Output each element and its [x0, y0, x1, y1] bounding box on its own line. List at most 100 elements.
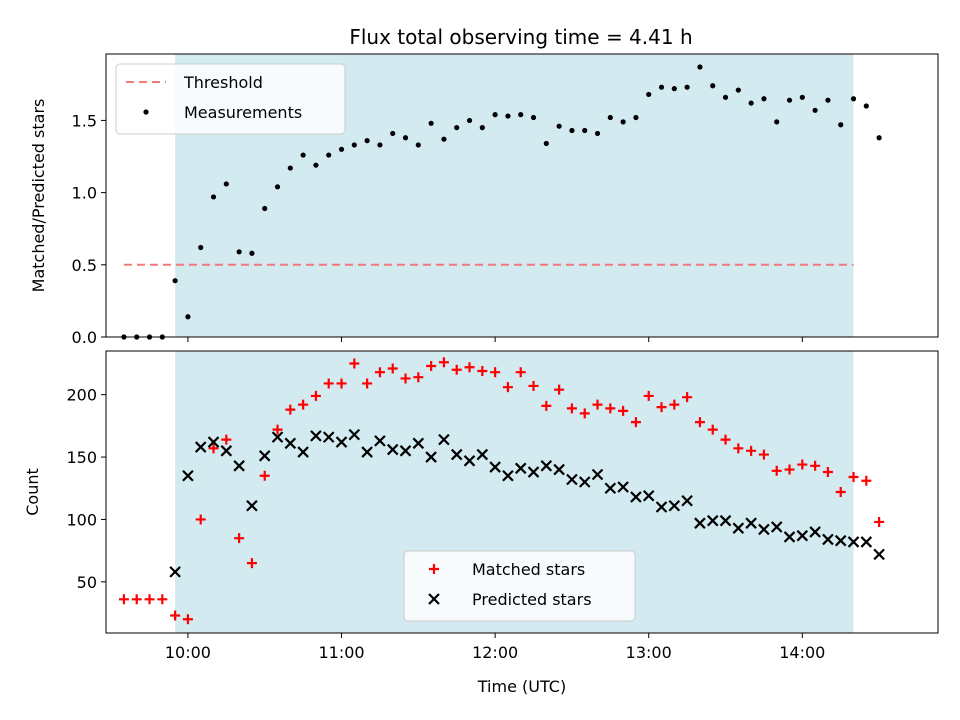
data-point [298, 399, 309, 410]
data-point [578, 476, 591, 488]
data-point [784, 464, 795, 475]
data-point [272, 424, 283, 435]
legend-marker [429, 564, 439, 574]
y-tick-label: 200 [66, 386, 97, 405]
series-matched-stars [118, 357, 885, 625]
data-point [617, 481, 629, 493]
data-point [658, 84, 665, 90]
data-point [655, 501, 668, 513]
data-point [364, 138, 370, 144]
data-point [543, 140, 549, 147]
data-point [697, 64, 703, 70]
data-point [812, 107, 818, 113]
legend-label: Measurements [184, 103, 302, 122]
data-point [748, 100, 754, 106]
data-point [822, 467, 833, 478]
data-point [579, 408, 590, 419]
data-point [758, 523, 770, 536]
data-point [338, 146, 345, 152]
data-point [783, 531, 796, 543]
data-point [682, 392, 693, 403]
y-tick-label: 150 [66, 448, 97, 467]
data-point [284, 437, 297, 450]
bottom-panel-counts: 50 100 150 200 10:00 11:00 12:00 13:00 14:00 Coun… [23, 350, 939, 696]
data-point [719, 514, 732, 527]
data-point [710, 83, 716, 89]
series-predicted-stars [169, 428, 885, 578]
data-point [400, 373, 411, 384]
data-point [746, 445, 757, 456]
data-point [518, 112, 524, 118]
data-point [809, 526, 821, 538]
data-point [847, 536, 860, 548]
data-point [761, 96, 767, 102]
data-point [170, 610, 181, 621]
data-point [489, 461, 501, 473]
data-point [770, 521, 783, 533]
data-point [426, 360, 437, 371]
data-point [234, 533, 245, 544]
data-point [310, 390, 321, 401]
data-point [335, 436, 348, 448]
data-point [861, 475, 872, 486]
data-point [758, 449, 769, 460]
data-point [297, 446, 309, 458]
data-point [479, 125, 485, 131]
data-point [633, 114, 639, 121]
data-point [287, 165, 293, 171]
data-point [720, 434, 731, 445]
data-point [668, 499, 681, 512]
data-point [386, 443, 399, 456]
data-point [643, 390, 654, 401]
data-point [733, 443, 744, 454]
data-point [182, 470, 194, 482]
data-point [322, 431, 335, 443]
x-tick-label: 12:00 [472, 643, 518, 662]
data-point [144, 594, 155, 605]
data-point [860, 536, 873, 548]
axes-frame [105, 350, 939, 634]
data-point [438, 433, 450, 446]
data-point [838, 122, 844, 128]
data-point [362, 378, 373, 389]
data-point [553, 463, 565, 476]
legend-marker [428, 593, 440, 605]
data-point [223, 181, 229, 187]
data-point [233, 460, 245, 472]
data-point [530, 114, 537, 121]
y-axis-label: Matched/Predicted stars [29, 99, 48, 293]
data-point [850, 96, 857, 102]
data-point [694, 517, 706, 529]
data-point [387, 363, 398, 374]
data-point [514, 462, 527, 475]
x-tick-label: 11:00 [318, 643, 364, 662]
data-point [258, 450, 271, 462]
legend-label: Threshold [183, 73, 263, 92]
data-point [582, 127, 588, 134]
data-point [669, 399, 680, 410]
data-point [646, 91, 652, 98]
data-point [799, 94, 805, 100]
data-point [605, 403, 616, 414]
data-point [684, 84, 690, 90]
data-point [169, 566, 181, 578]
data-point [630, 491, 642, 503]
data-point [415, 142, 421, 148]
data-point [490, 367, 501, 378]
data-point [835, 487, 846, 497]
data-point [259, 470, 270, 481]
data-point [194, 441, 207, 453]
data-point [185, 314, 191, 320]
legend-marker [143, 109, 149, 115]
data-point [502, 382, 513, 393]
data-point [707, 424, 718, 435]
data-point [505, 113, 511, 119]
data-point [361, 446, 373, 458]
top-panel-ratio: 0.0 0.5 1.0 1.5 Matched/Predicted stars Thres… [29, 53, 939, 347]
data-point [195, 514, 206, 525]
x-tick-label: 13:00 [626, 643, 672, 662]
data-point [825, 97, 831, 103]
data-point [554, 384, 565, 395]
data-point [413, 372, 424, 383]
